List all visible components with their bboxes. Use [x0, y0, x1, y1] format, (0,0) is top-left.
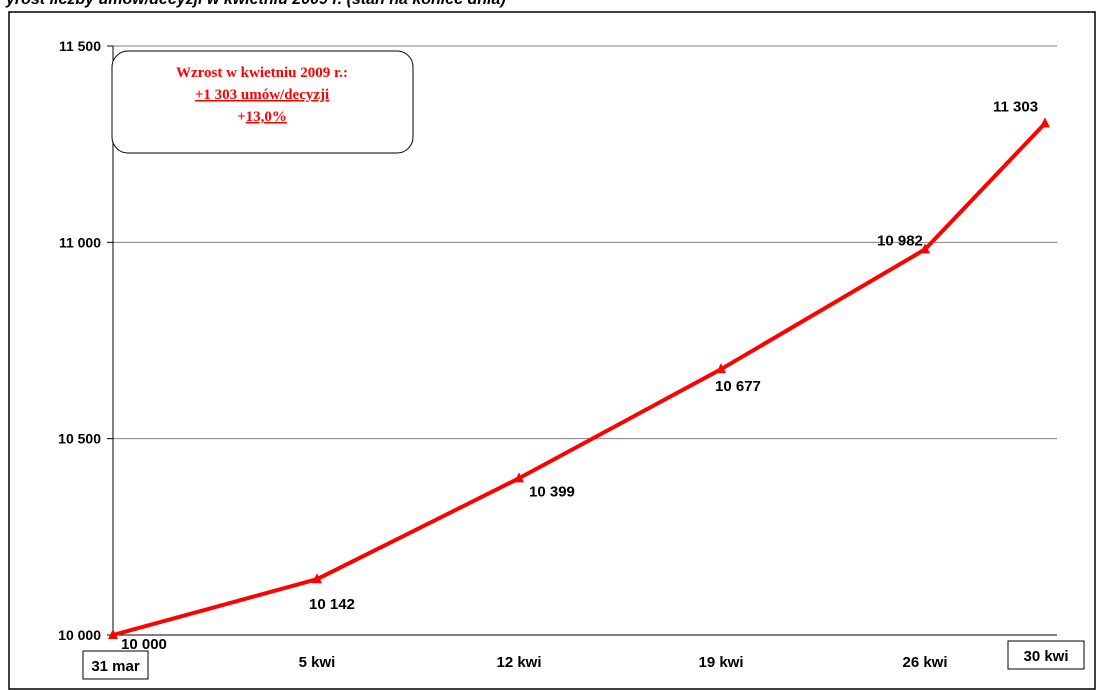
data-label: 10 399 [529, 483, 575, 500]
annotation-line-3-value: 13,0% [246, 109, 287, 125]
data-point-marker [312, 573, 322, 584]
x-tick-box [82, 650, 149, 680]
data-point-marker [108, 629, 118, 639]
y-tick-label: 11 500 [59, 38, 101, 54]
data-label: 10 142 [309, 596, 355, 613]
data-label: 10 000 [121, 636, 167, 653]
x-tick-label: 26 kwi [902, 654, 947, 671]
data-label: 10 677 [715, 378, 761, 395]
annotation-line-3: +13,0% [237, 109, 287, 125]
y-tick-labels: 10 000 10 500 11 000 11 500 [58, 38, 101, 643]
annotation-frame [111, 50, 414, 154]
x-tick-label: 31 mar [91, 658, 140, 675]
annotation-box: Wzrost w kwietniu 2009 r.: +1 303 umów/d… [111, 50, 414, 154]
series-line [112, 122, 1047, 637]
y-tick-label: 11 000 [59, 234, 101, 250]
x-tick-box [1007, 640, 1085, 670]
data-point-marker [920, 243, 930, 254]
annotation-line-1: Wzrost w kwietniu 2009 r.: [176, 65, 348, 81]
data-label: 10 982 [877, 232, 923, 249]
cut-off-title: yrost liczby umów/decyzji w kwietniu 200… [5, 0, 506, 8]
gridlines [113, 45, 1057, 440]
annotation-line-2: +1 303 umów/decyzji [195, 87, 329, 103]
x-tick-label: 12 kwi [496, 654, 541, 671]
data-point-marker [514, 472, 524, 483]
y-tick-label: 10 000 [58, 627, 101, 643]
data-label: 11 303 [993, 98, 1038, 115]
y-tick-label: 10 500 [58, 431, 101, 447]
data-point-marker [1040, 117, 1050, 128]
x-tick-label: 30 kwi [1023, 648, 1068, 665]
data-labels: 10 000 10 142 10 399 10 677 10 982 11 303 [121, 98, 1038, 653]
x-tick-label: 5 kwi [299, 654, 336, 671]
x-tick-labels: 31 mar 5 kwi 12 kwi 19 kwi 26 kwi 30 kwi [82, 640, 1085, 680]
x-tick-label: 19 kwi [698, 654, 743, 671]
data-series [108, 117, 1050, 639]
data-point-marker [716, 363, 726, 374]
axes [107, 45, 1057, 636]
annotation-line-3-prefix: + [237, 109, 246, 125]
